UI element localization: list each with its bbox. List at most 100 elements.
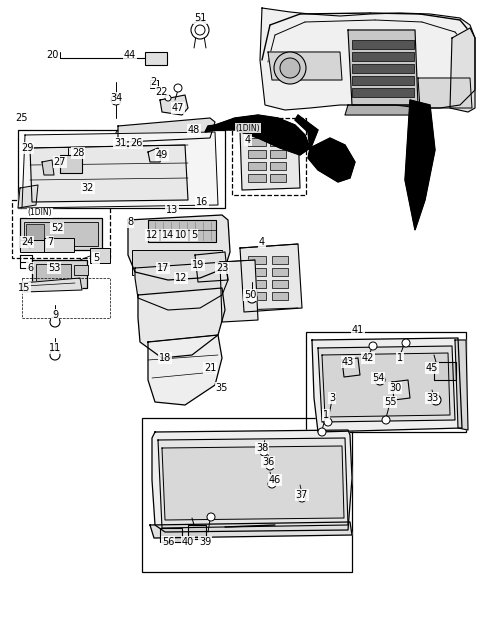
Bar <box>352 52 414 61</box>
Bar <box>90 248 110 263</box>
Text: 14: 14 <box>162 230 174 240</box>
Circle shape <box>266 462 274 470</box>
Polygon shape <box>162 446 344 520</box>
Text: 8: 8 <box>127 217 133 227</box>
Bar <box>26 224 44 244</box>
Text: 33: 33 <box>426 393 438 403</box>
Polygon shape <box>345 105 415 115</box>
Bar <box>272 280 288 288</box>
Polygon shape <box>118 118 215 142</box>
Bar <box>24 222 98 246</box>
Bar <box>18 130 225 208</box>
Text: 1: 1 <box>323 410 329 420</box>
Text: 25: 25 <box>16 113 28 123</box>
Bar <box>352 40 414 49</box>
Bar <box>270 174 286 182</box>
Polygon shape <box>220 260 258 322</box>
Polygon shape <box>128 215 230 280</box>
Bar <box>248 150 266 158</box>
Circle shape <box>375 375 385 385</box>
Circle shape <box>280 58 300 78</box>
Bar <box>352 88 414 97</box>
Text: (1DIN): (1DIN) <box>236 123 260 132</box>
Text: 28: 28 <box>72 148 84 158</box>
Bar <box>306 332 466 432</box>
Bar <box>270 138 286 146</box>
Text: 45: 45 <box>426 363 438 373</box>
Bar <box>160 528 182 542</box>
Text: 42: 42 <box>362 353 374 363</box>
Bar <box>232 118 306 195</box>
Text: 46: 46 <box>269 475 281 485</box>
Circle shape <box>195 25 205 35</box>
Text: 10: 10 <box>175 230 187 240</box>
Text: 32: 32 <box>82 183 94 193</box>
Polygon shape <box>240 128 300 190</box>
Bar <box>248 256 266 264</box>
Text: 51: 51 <box>194 13 206 23</box>
Polygon shape <box>135 262 228 310</box>
Text: 26: 26 <box>130 138 142 148</box>
Polygon shape <box>418 78 472 108</box>
Text: 24: 24 <box>21 237 33 247</box>
Polygon shape <box>205 115 310 155</box>
Polygon shape <box>295 115 318 150</box>
Bar <box>32 260 87 288</box>
Bar <box>132 250 222 275</box>
Polygon shape <box>138 288 225 358</box>
Text: 30: 30 <box>389 383 401 393</box>
Text: 34: 34 <box>110 93 122 103</box>
Text: 41: 41 <box>352 325 364 335</box>
Circle shape <box>402 339 410 347</box>
Circle shape <box>50 350 60 360</box>
Text: 53: 53 <box>48 263 60 273</box>
Bar <box>74 265 88 275</box>
Bar <box>352 76 414 85</box>
Text: 40: 40 <box>182 537 194 547</box>
Bar <box>20 240 45 252</box>
Text: 55: 55 <box>384 397 396 407</box>
Polygon shape <box>158 438 348 528</box>
Polygon shape <box>160 95 188 115</box>
Text: 56: 56 <box>162 537 174 547</box>
Polygon shape <box>152 430 352 532</box>
Text: 48: 48 <box>188 125 200 135</box>
Bar <box>44 238 74 252</box>
Circle shape <box>118 139 126 147</box>
Polygon shape <box>308 138 355 182</box>
Bar <box>20 218 102 250</box>
Bar <box>272 292 288 300</box>
Text: 54: 54 <box>372 373 384 383</box>
Text: (1DIN): (1DIN) <box>28 208 52 218</box>
Text: 49: 49 <box>156 150 168 160</box>
Text: 2: 2 <box>150 77 156 87</box>
Text: 1: 1 <box>397 353 403 363</box>
Text: 22: 22 <box>156 87 168 97</box>
Circle shape <box>174 84 182 92</box>
Polygon shape <box>342 358 360 377</box>
Text: 5: 5 <box>191 230 197 240</box>
Bar <box>272 268 288 276</box>
Bar <box>434 362 456 380</box>
Text: 17: 17 <box>157 263 169 273</box>
Text: 38: 38 <box>256 443 268 453</box>
Polygon shape <box>405 100 435 230</box>
Circle shape <box>298 494 306 502</box>
Bar <box>248 138 266 146</box>
Circle shape <box>431 395 441 405</box>
Text: 29: 29 <box>21 143 33 153</box>
Polygon shape <box>148 148 162 162</box>
Polygon shape <box>18 185 38 208</box>
Bar <box>248 268 266 276</box>
Circle shape <box>260 448 268 456</box>
Bar <box>270 162 286 170</box>
Polygon shape <box>392 380 410 400</box>
Text: 36: 36 <box>262 457 274 467</box>
Circle shape <box>247 293 257 303</box>
Circle shape <box>318 428 326 436</box>
Bar <box>60 155 82 173</box>
Circle shape <box>207 513 215 521</box>
Text: 9: 9 <box>52 310 58 320</box>
Text: 13: 13 <box>166 205 178 215</box>
Text: 20: 20 <box>46 50 58 60</box>
